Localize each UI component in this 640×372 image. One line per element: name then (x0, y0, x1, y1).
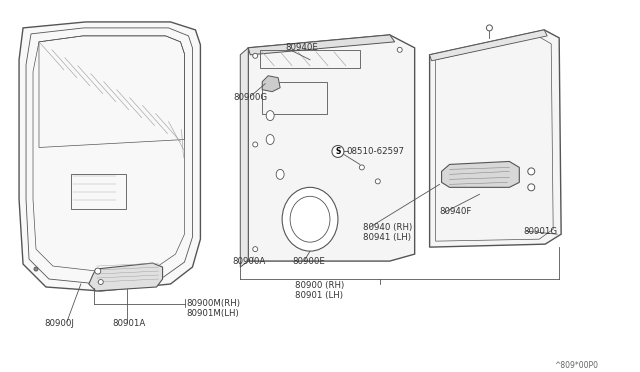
Polygon shape (429, 30, 547, 61)
Text: 80900 (RH): 80900 (RH) (295, 281, 344, 290)
Text: 08510-62597: 08510-62597 (346, 147, 404, 157)
Text: 80940E: 80940E (285, 43, 318, 52)
Text: 80901 (LH): 80901 (LH) (295, 291, 343, 300)
Ellipse shape (486, 25, 492, 31)
Ellipse shape (266, 135, 274, 144)
Bar (260, 50, 360, 68)
Text: 80900J: 80900J (44, 319, 74, 328)
Polygon shape (89, 263, 163, 291)
Ellipse shape (253, 247, 258, 251)
Text: 80900A: 80900A (232, 257, 266, 266)
Text: 80901A: 80901A (113, 319, 146, 328)
Ellipse shape (397, 47, 402, 52)
Text: 80940 (RH): 80940 (RH) (363, 223, 412, 232)
Text: 80900E: 80900E (292, 257, 325, 266)
Ellipse shape (276, 169, 284, 179)
Polygon shape (19, 22, 200, 291)
Ellipse shape (528, 168, 535, 175)
Text: 80900G: 80900G (234, 93, 268, 102)
Text: 80901M(LH): 80901M(LH) (186, 309, 239, 318)
Ellipse shape (253, 53, 258, 58)
Text: 80900M(RH): 80900M(RH) (186, 299, 241, 308)
Ellipse shape (360, 165, 364, 170)
Polygon shape (442, 161, 519, 187)
Polygon shape (248, 35, 395, 55)
Ellipse shape (253, 142, 258, 147)
Text: 80901G: 80901G (524, 227, 557, 236)
Text: ^809*00P0: ^809*00P0 (554, 361, 598, 370)
Bar (262, 82, 327, 113)
Text: 80940F: 80940F (440, 207, 472, 216)
Ellipse shape (99, 279, 103, 285)
Ellipse shape (95, 268, 100, 274)
Text: 80941 (LH): 80941 (LH) (363, 233, 411, 242)
Bar (71, 174, 125, 209)
Ellipse shape (34, 267, 38, 271)
Text: S: S (335, 147, 340, 156)
Ellipse shape (332, 145, 344, 157)
Ellipse shape (282, 187, 338, 251)
Ellipse shape (528, 184, 535, 191)
Polygon shape (240, 48, 248, 267)
Ellipse shape (375, 179, 380, 184)
Polygon shape (262, 76, 280, 92)
Ellipse shape (266, 110, 274, 121)
Polygon shape (248, 35, 415, 261)
Polygon shape (429, 30, 561, 247)
